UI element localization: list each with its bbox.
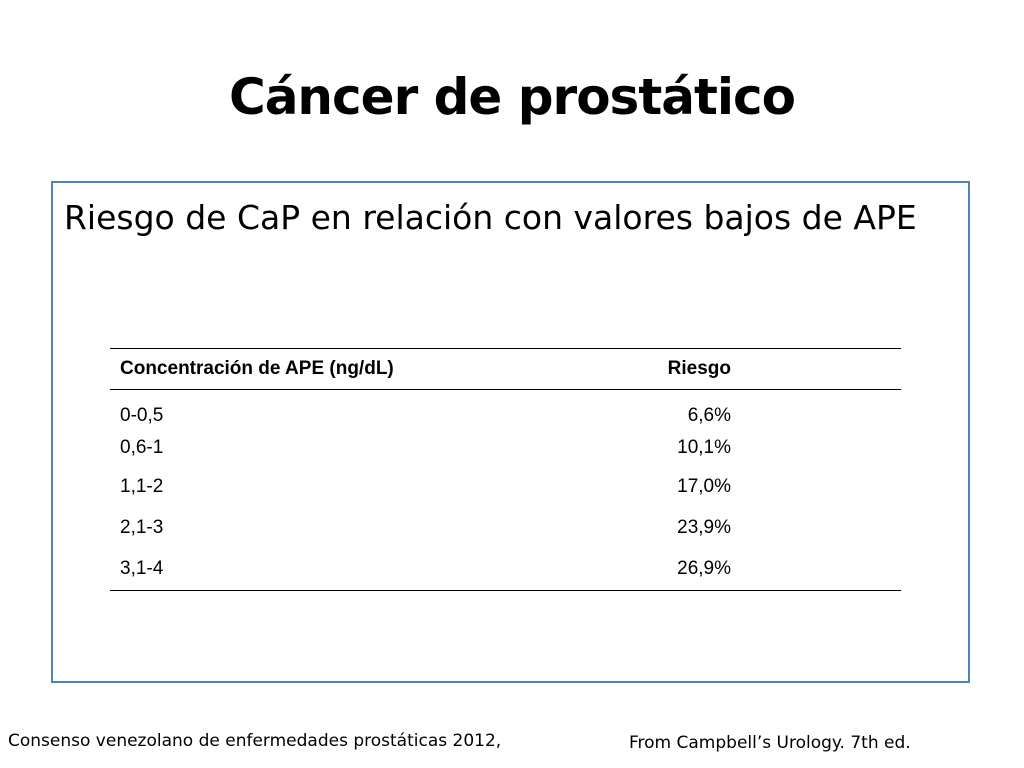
table-row: 0,6-1 10,1% bbox=[110, 431, 901, 466]
cell-risk: 10,1% bbox=[677, 436, 731, 458]
cell-risk: 26,9% bbox=[542, 548, 901, 591]
header-risk: Riesgo bbox=[542, 348, 901, 390]
slide-subtitle: Riesgo de CaP en relación con valores ba… bbox=[64, 198, 917, 237]
table-row: 2,1-3 23,9% bbox=[110, 507, 901, 548]
cell-risk: 23,9% bbox=[677, 516, 731, 538]
footer-source-left: Consenso venezolano de enfermedades pros… bbox=[8, 731, 502, 751]
table-row: 0-0,5 6,6% bbox=[110, 390, 901, 432]
cell-concentration: 2,1-3 bbox=[120, 516, 164, 538]
header-concentration: Concentración de APE (ng/dL) bbox=[110, 348, 543, 390]
content-box: Riesgo de CaP en relación con valores ba… bbox=[51, 181, 970, 683]
table-row: 3,1-4 26,9% bbox=[110, 548, 901, 591]
cell-concentration: 3,1-4 bbox=[110, 548, 543, 591]
cell-concentration: 0-0,5 bbox=[120, 404, 164, 426]
footer-source-right: From Campbell’s Urology. 7th ed. bbox=[629, 733, 911, 753]
risk-table: Concentración de APE (ng/dL) Riesgo 0-0,… bbox=[110, 348, 901, 591]
slide-title: Cáncer de prostático bbox=[229, 68, 796, 126]
cell-risk: 17,0% bbox=[677, 475, 731, 497]
table-header-row: Concentración de APE (ng/dL) Riesgo bbox=[110, 348, 901, 390]
cell-concentration: 0,6-1 bbox=[120, 436, 164, 458]
cell-concentration: 1,1-2 bbox=[120, 475, 164, 497]
cell-risk: 6,6% bbox=[687, 404, 731, 426]
table-row: 1,1-2 17,0% bbox=[110, 466, 901, 507]
